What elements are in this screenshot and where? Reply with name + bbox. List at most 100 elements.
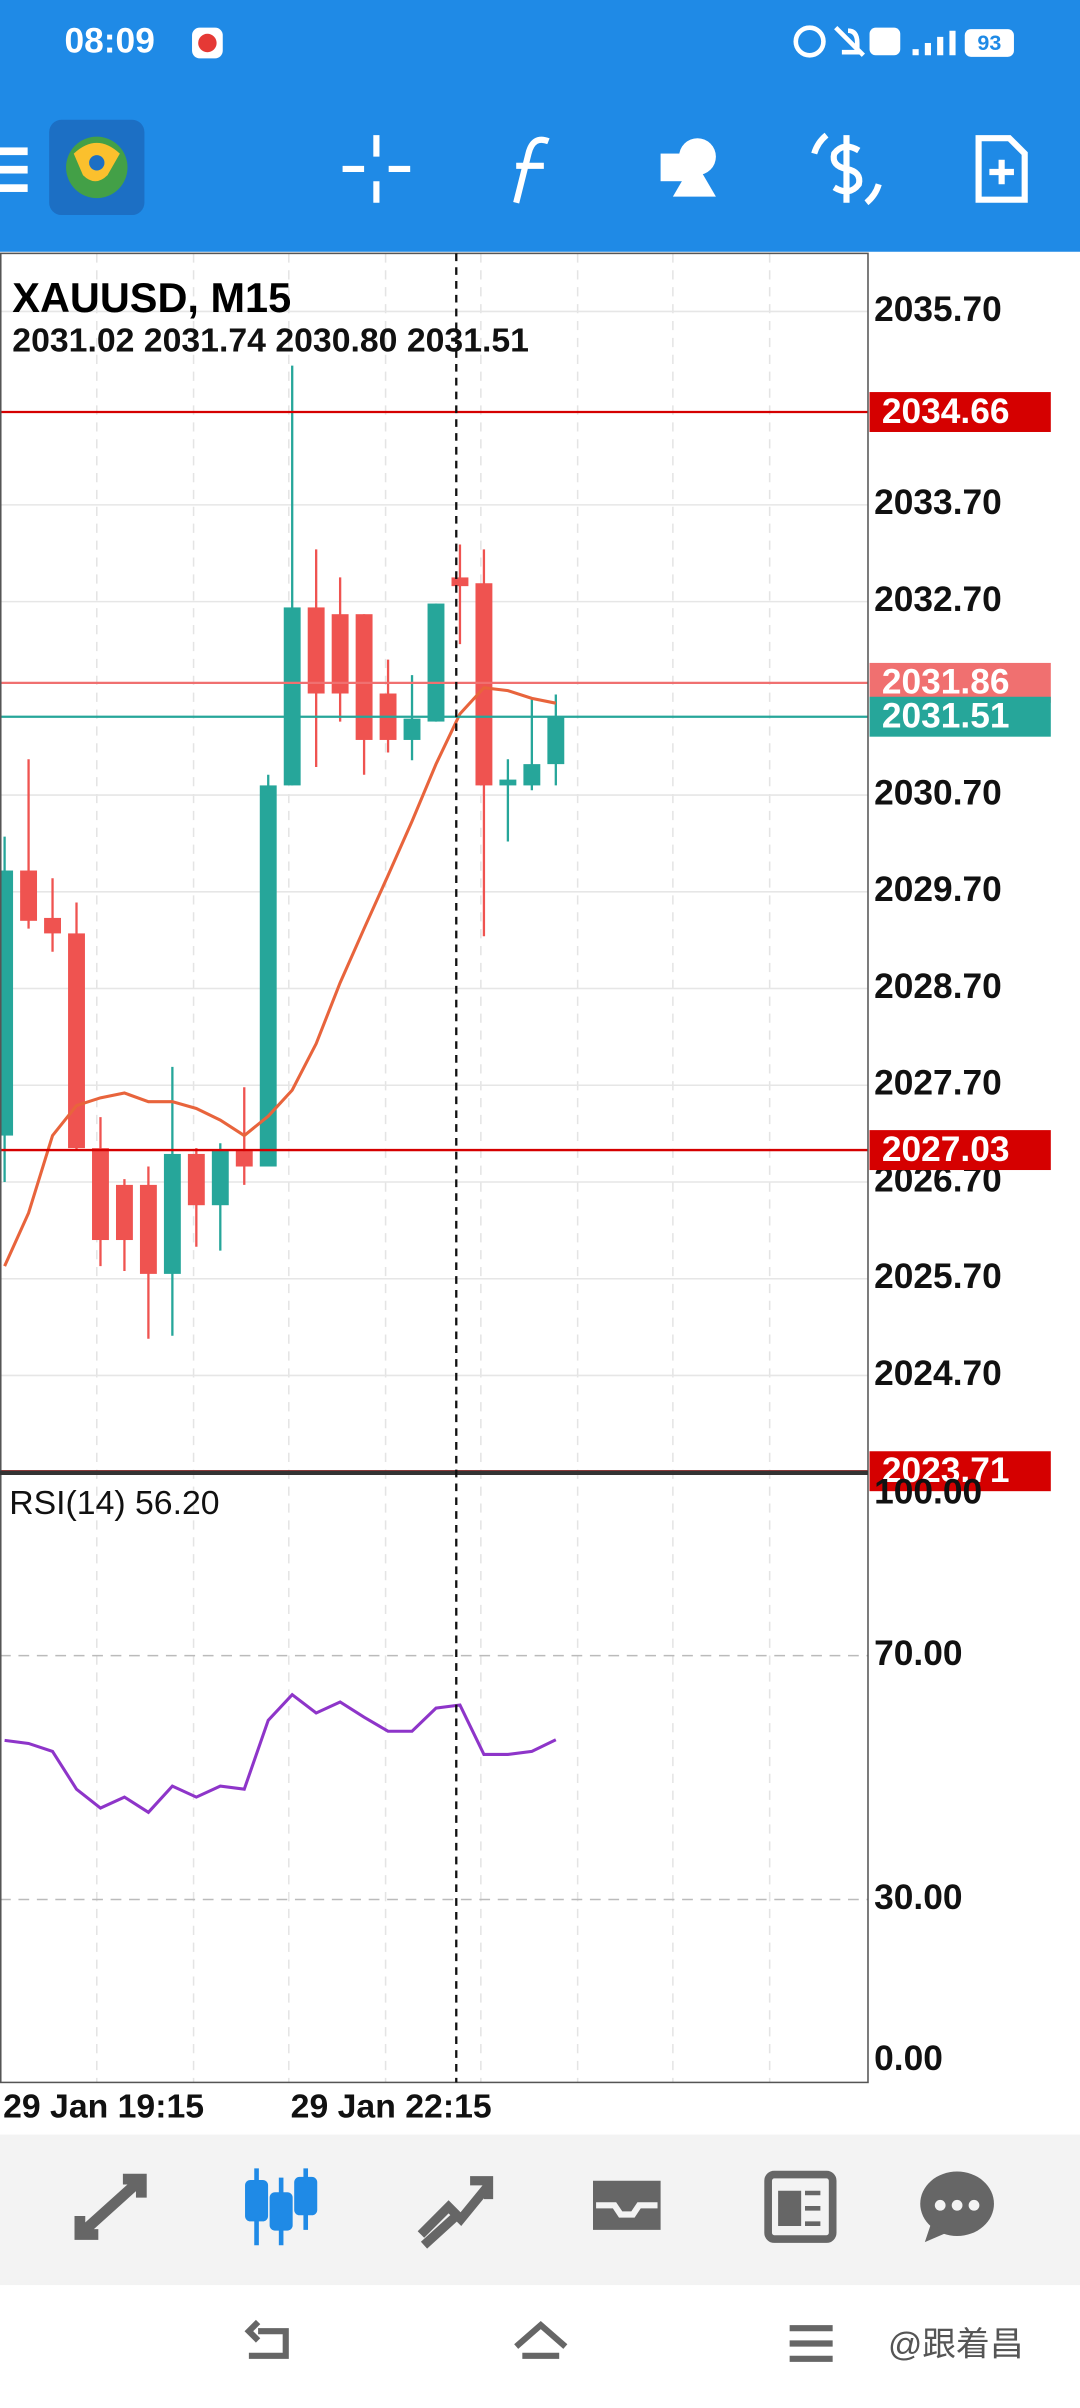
- candle-body: [68, 933, 85, 1149]
- plus-icon: [989, 159, 1014, 185]
- candle-body: [44, 917, 61, 934]
- tab-history[interactable]: [593, 2180, 661, 2230]
- y-tick-label: 2027.70: [874, 1064, 1002, 1103]
- clock: 08:09: [65, 21, 155, 60]
- plot: [0, 310, 868, 1901]
- y-tick-label: 70.00: [874, 1634, 962, 1673]
- history-tray: [596, 2202, 658, 2218]
- menu-bar: [0, 165, 28, 174]
- vertical-grid: [96, 253, 771, 2083]
- candle-body: [451, 577, 469, 587]
- y-tick-label: 2029.70: [874, 870, 1002, 909]
- menu-bar: [0, 184, 28, 192]
- trade-icon: [417, 2176, 494, 2249]
- tab-chat[interactable]: [920, 2171, 994, 2243]
- y-tick-label: 2033.70: [874, 483, 1002, 522]
- y-tick-label: 0.00: [874, 2039, 943, 2078]
- tab-news[interactable]: [764, 2170, 837, 2243]
- tab-trade[interactable]: [417, 2176, 494, 2249]
- candle-body: [20, 870, 38, 921]
- page-icon: [975, 135, 1028, 203]
- y-tick-label: 2030.70: [874, 773, 1002, 812]
- moving-average: [3, 686, 557, 1267]
- logo-mark: [89, 155, 105, 171]
- chart-tab-body: [294, 2176, 318, 2216]
- candle-body: [211, 1151, 229, 1206]
- y-tick-label: 100.00: [874, 1473, 982, 1512]
- recents-icon: [789, 2325, 833, 2362]
- history-icon: [593, 2180, 661, 2230]
- candle-body: [307, 607, 325, 694]
- candle-body: [163, 1153, 181, 1274]
- x-tick-label: 29 Jan 19:15: [3, 2087, 204, 2125]
- nav-home[interactable]: [514, 2320, 568, 2359]
- price-level-tag: [869, 696, 1051, 737]
- menu-bar: [0, 147, 28, 156]
- quotes-icon: [74, 2173, 147, 2240]
- indicators-button[interactable]: [513, 136, 550, 204]
- candle-body: [187, 1153, 205, 1206]
- y-tick-label: 2035.70: [874, 290, 1002, 329]
- watermark: @跟着昌: [888, 2325, 1024, 2363]
- price-level-label: 2031.86: [882, 663, 1010, 702]
- price-level-tag: [869, 1130, 1051, 1171]
- tab-chart[interactable]: [245, 2168, 318, 2246]
- chat-dot: [968, 2199, 980, 2211]
- price-level-label: 2031.51: [882, 697, 1010, 736]
- nav-menu[interactable]: [789, 2325, 833, 2362]
- chart-tab-body: [245, 2179, 269, 2222]
- y-tick-label: 2025.70: [874, 1257, 1002, 1296]
- price-level-tag: [869, 1451, 1051, 1492]
- home-icon: [514, 2320, 568, 2359]
- candle-body: [115, 1184, 133, 1241]
- triangle-icon: [672, 159, 716, 197]
- objects-button[interactable]: [660, 138, 716, 197]
- price-level-tag: [869, 392, 1051, 432]
- app-bar: [0, 0, 1080, 252]
- trade-button[interactable]: [811, 132, 882, 206]
- candle-body: [331, 614, 349, 694]
- candle-body: [427, 603, 445, 722]
- arrows-icon: [811, 132, 882, 206]
- candle-body: [355, 614, 373, 740]
- candle-body: [403, 718, 421, 740]
- chat-dot: [934, 2199, 946, 2211]
- y-tick-label: 2024.70: [874, 1354, 1002, 1393]
- candle-body: [475, 583, 493, 786]
- notification-dot: [198, 33, 217, 53]
- back-icon: [244, 2319, 289, 2359]
- candle-body: [139, 1184, 157, 1274]
- price-level-label: 2027.03: [882, 1130, 1010, 1169]
- price-level-tag: [869, 662, 1051, 703]
- alarm-icon: [793, 25, 826, 58]
- rsi-line: [4, 1692, 557, 1815]
- candle-body: [259, 785, 277, 1167]
- rsi-title: RSI(14) 56.20: [9, 1484, 219, 1522]
- dollar-icon: [830, 135, 863, 203]
- chat-tail: [924, 2223, 947, 2243]
- plot-border: [0, 252, 869, 2084]
- candle-body: [92, 1148, 109, 1241]
- tab-quotes[interactable]: [74, 2173, 147, 2240]
- news-lines: [778, 2190, 821, 2227]
- battery-icon: [964, 29, 1014, 57]
- ohlc-readout: 2031.02 2031.74 2030.80 2031.51: [12, 321, 529, 359]
- news-icon: [764, 2170, 837, 2243]
- battery-level: 93: [977, 31, 1001, 55]
- y-tick-label: 2032.70: [874, 580, 1002, 619]
- nav-back[interactable]: [244, 2319, 289, 2359]
- price-level-label: 2023.71: [882, 1451, 1010, 1490]
- tab-bar: [0, 2134, 1080, 2286]
- y-tick-label: 2028.70: [874, 967, 1002, 1006]
- menu-button[interactable]: [0, 147, 28, 192]
- candle-body: [499, 779, 517, 786]
- y-tick-label: 30.00: [874, 1878, 962, 1917]
- x-tick-label: 29 Jan 22:15: [291, 2087, 492, 2125]
- chart-title: XAUUSD, M15: [12, 274, 291, 321]
- circle-icon: [679, 138, 716, 176]
- new-order-button[interactable]: [975, 135, 1028, 203]
- crosshair-button[interactable]: [342, 135, 411, 203]
- app-logo[interactable]: [49, 119, 145, 215]
